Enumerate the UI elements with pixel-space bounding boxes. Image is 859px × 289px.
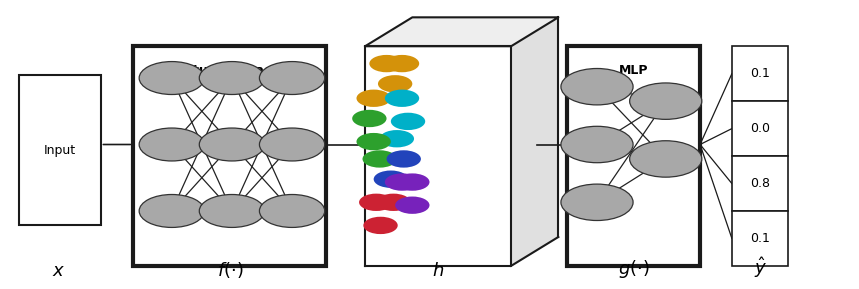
FancyBboxPatch shape bbox=[732, 46, 788, 101]
Ellipse shape bbox=[363, 217, 398, 234]
Ellipse shape bbox=[356, 133, 391, 150]
Text: $f(\cdot)$: $f(\cdot)$ bbox=[217, 260, 243, 280]
Ellipse shape bbox=[356, 90, 391, 107]
Ellipse shape bbox=[359, 194, 393, 211]
Ellipse shape bbox=[139, 194, 204, 227]
FancyBboxPatch shape bbox=[732, 101, 788, 156]
Ellipse shape bbox=[561, 184, 633, 221]
Ellipse shape bbox=[199, 194, 265, 227]
Text: Feature Extractor: Feature Extractor bbox=[168, 64, 292, 77]
Text: MLP: MLP bbox=[618, 64, 649, 77]
FancyBboxPatch shape bbox=[732, 211, 788, 266]
Polygon shape bbox=[365, 46, 511, 266]
Ellipse shape bbox=[630, 83, 702, 119]
Ellipse shape bbox=[385, 90, 419, 107]
Text: 0.1: 0.1 bbox=[750, 232, 770, 245]
Ellipse shape bbox=[387, 150, 421, 168]
Text: 0.1: 0.1 bbox=[750, 67, 770, 80]
Ellipse shape bbox=[352, 110, 387, 127]
FancyBboxPatch shape bbox=[19, 75, 101, 225]
Ellipse shape bbox=[385, 173, 419, 191]
FancyBboxPatch shape bbox=[567, 46, 700, 266]
Ellipse shape bbox=[199, 62, 265, 95]
Text: 0.0: 0.0 bbox=[750, 122, 770, 135]
Ellipse shape bbox=[395, 197, 430, 214]
Ellipse shape bbox=[380, 130, 414, 147]
Ellipse shape bbox=[259, 128, 325, 161]
Ellipse shape bbox=[391, 113, 425, 130]
Ellipse shape bbox=[362, 150, 397, 168]
Ellipse shape bbox=[395, 173, 430, 191]
Text: 0.8: 0.8 bbox=[750, 177, 770, 190]
Polygon shape bbox=[365, 17, 558, 46]
FancyBboxPatch shape bbox=[133, 46, 326, 266]
Ellipse shape bbox=[139, 128, 204, 161]
Text: $\hat{y}$: $\hat{y}$ bbox=[753, 255, 767, 280]
Ellipse shape bbox=[199, 128, 265, 161]
Ellipse shape bbox=[561, 126, 633, 163]
Text: $g(\cdot)$: $g(\cdot)$ bbox=[618, 258, 649, 280]
Ellipse shape bbox=[139, 62, 204, 95]
Ellipse shape bbox=[561, 68, 633, 105]
Text: $h$: $h$ bbox=[432, 262, 444, 280]
Polygon shape bbox=[511, 17, 558, 266]
Ellipse shape bbox=[374, 171, 408, 188]
Ellipse shape bbox=[259, 62, 325, 95]
Ellipse shape bbox=[378, 75, 412, 92]
Text: Input: Input bbox=[44, 144, 76, 157]
Ellipse shape bbox=[369, 55, 404, 72]
Text: $x$: $x$ bbox=[52, 262, 65, 280]
Ellipse shape bbox=[259, 194, 325, 227]
Ellipse shape bbox=[376, 194, 411, 211]
Ellipse shape bbox=[630, 141, 702, 177]
FancyBboxPatch shape bbox=[732, 156, 788, 211]
Ellipse shape bbox=[385, 55, 419, 72]
